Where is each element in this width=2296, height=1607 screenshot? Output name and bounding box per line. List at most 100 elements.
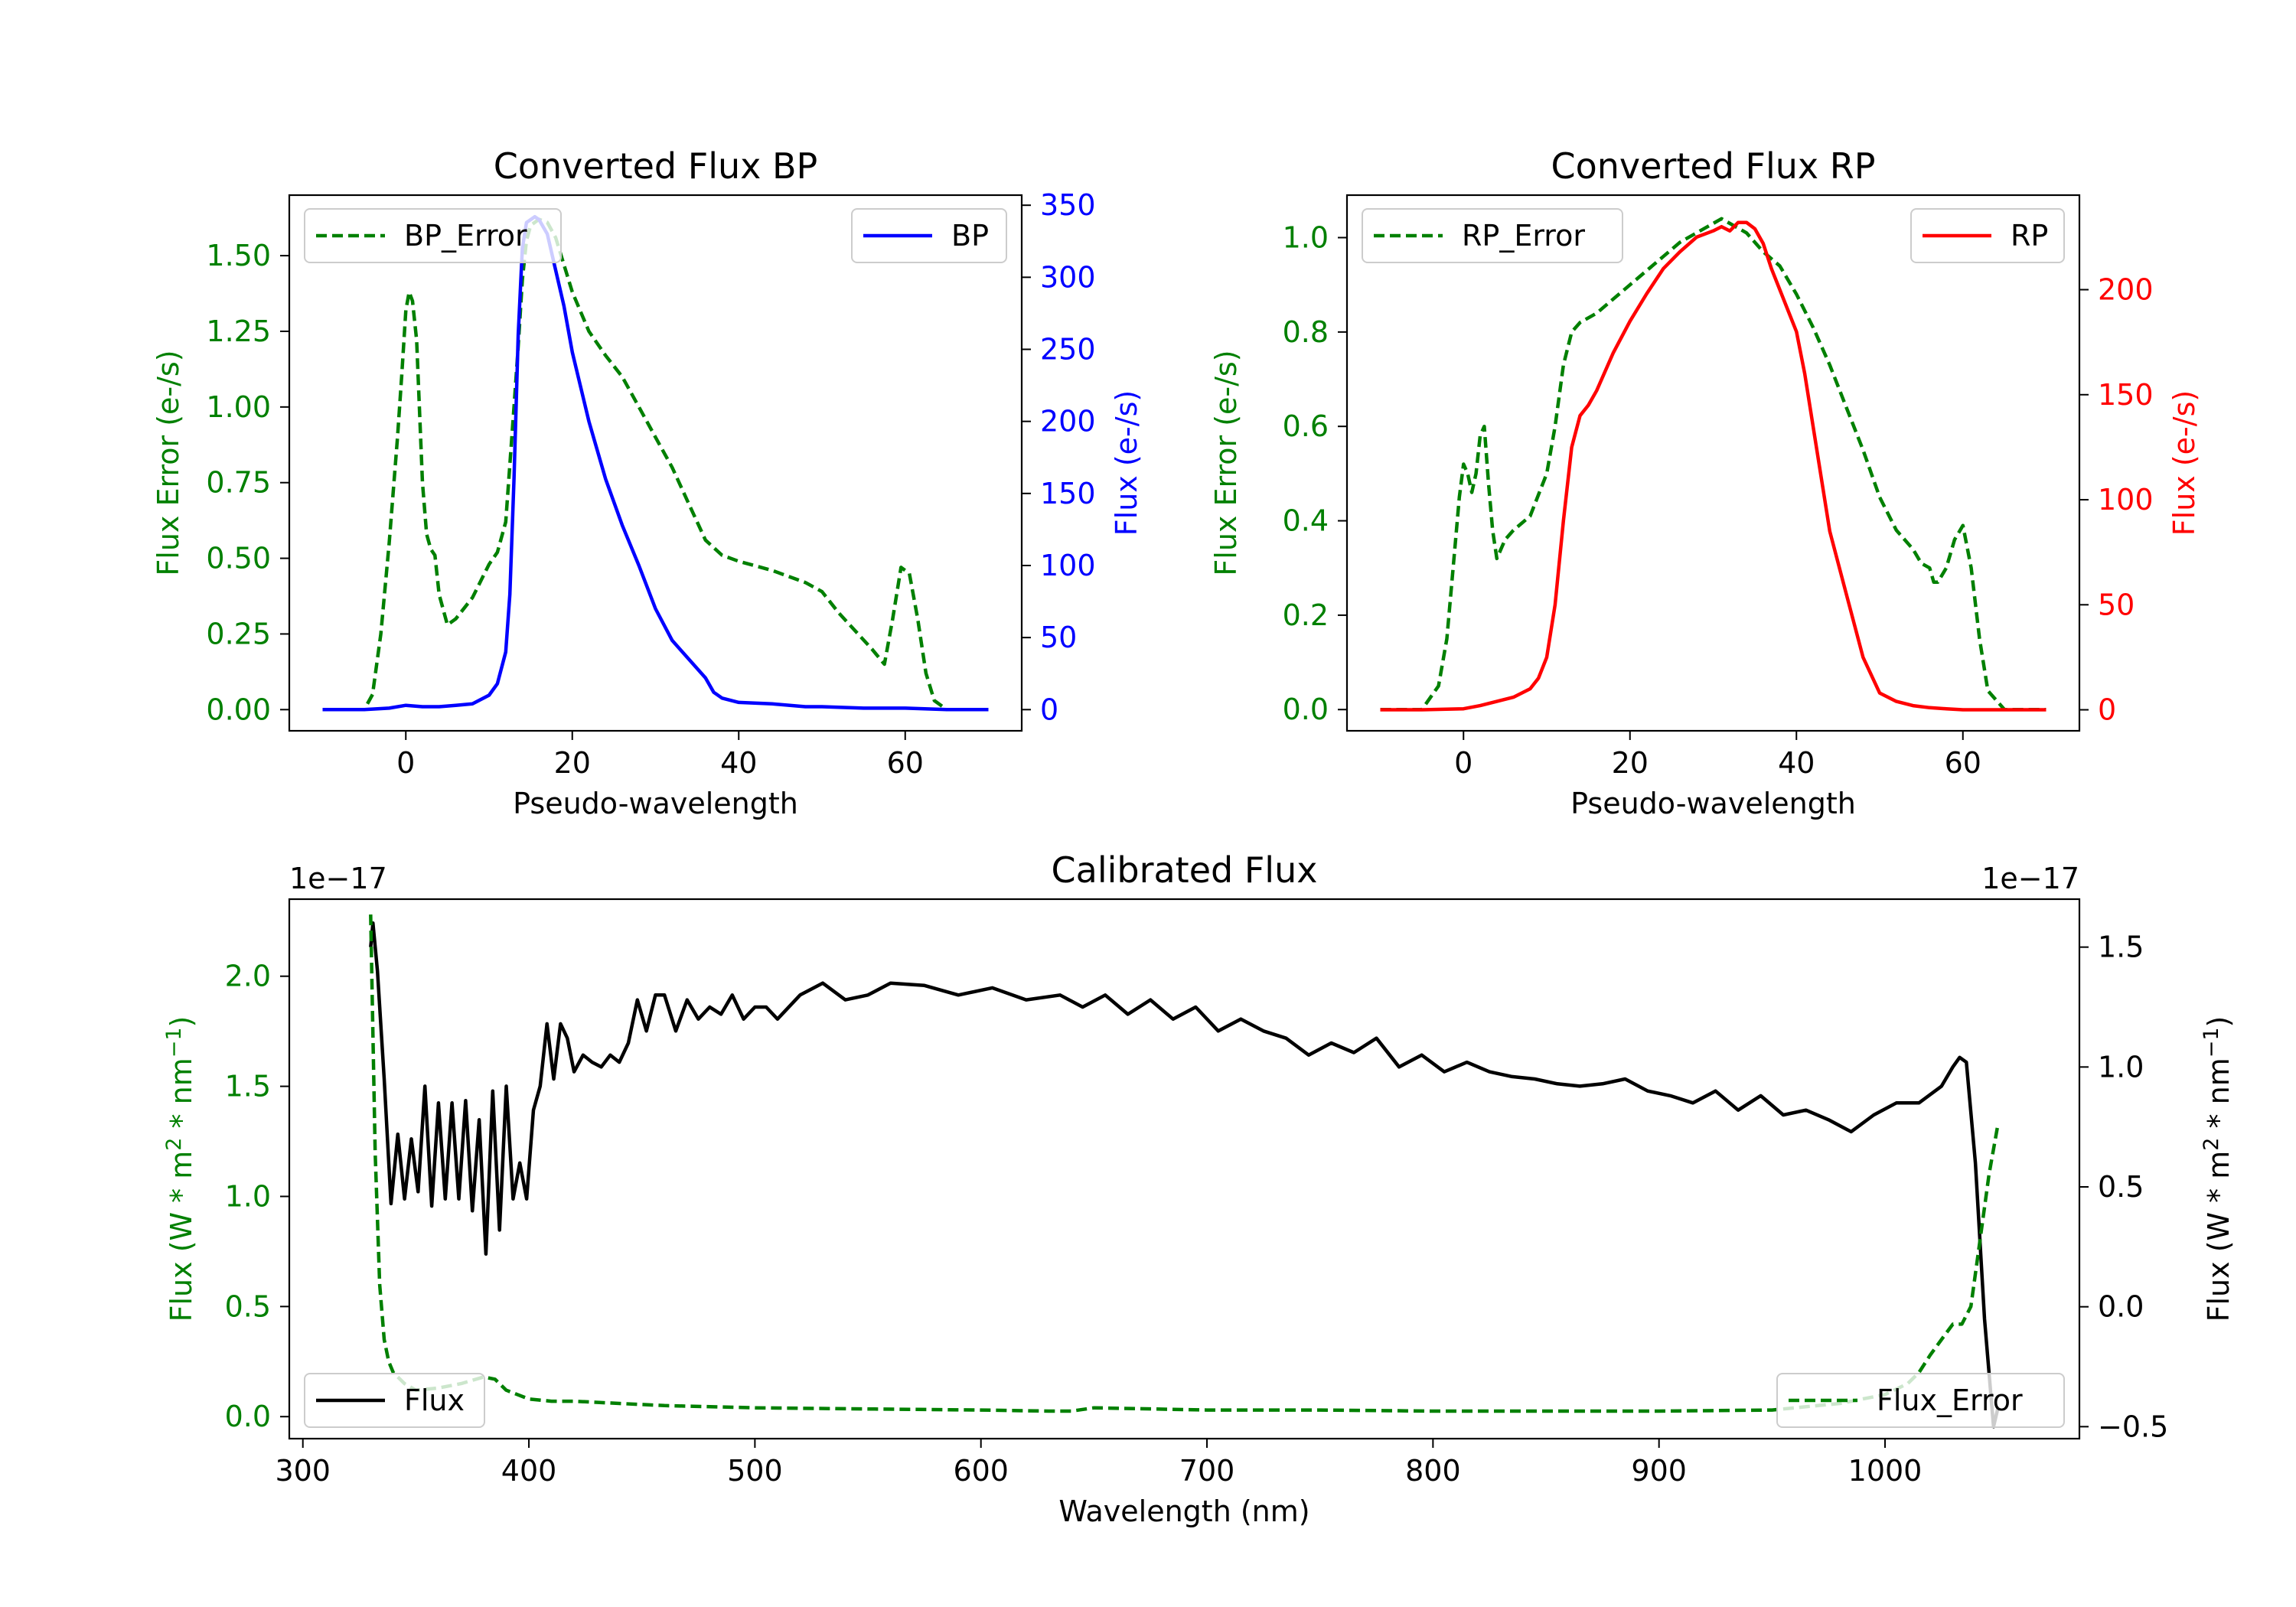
y-axis-label-right: Flux (e-/s) [2167, 390, 2201, 536]
y-left-tick-label: 0.5 [225, 1289, 271, 1323]
legend-label: Flux_Error [1877, 1384, 2023, 1417]
y-right-tick-label: 200 [2098, 273, 2154, 307]
x-tick-label: 900 [1631, 1454, 1687, 1488]
y-axis-label-unit: * nm [165, 1058, 198, 1137]
x-tick-label: 400 [501, 1454, 557, 1488]
legend-right: BP [851, 208, 1007, 263]
axes-frame [288, 194, 1023, 732]
y-axis-label-left: Flux Error (e-/s) [1209, 350, 1243, 575]
y-left-tick-label: 0.6 [1283, 409, 1329, 443]
y-axis-label-unit: 2 [2200, 1138, 2223, 1151]
y-axis-label-unit: ) [2202, 1016, 2236, 1028]
y-right-tick-label: −0.5 [2098, 1410, 2168, 1443]
legend-box [304, 208, 562, 263]
y-right-tick-label: 0.0 [2098, 1290, 2144, 1324]
y-axis-label-text: Flux (e-/s) [1110, 390, 1143, 536]
series-line-flux [369, 921, 2000, 1429]
y-left-tick-label: 1.00 [206, 390, 271, 424]
y-right-tick-label: 150 [2098, 378, 2154, 412]
x-tick-label: 600 [953, 1454, 1009, 1488]
x-tick-label: 20 [554, 746, 591, 780]
axes-frame [288, 898, 2081, 1440]
y-axis-label-text: Flux (W * m [2202, 1151, 2236, 1322]
x-tick-label: 20 [1612, 746, 1649, 780]
y-axis-label-left: Flux Error (e-/s) [152, 350, 185, 575]
x-tick-label: 700 [1179, 1454, 1235, 1488]
legend-label: RP [2011, 219, 2048, 253]
x-tick-label: 40 [1778, 746, 1815, 780]
y-right-tick-label: 300 [1040, 260, 1096, 294]
y-left-tick-label: 1.0 [1283, 221, 1329, 255]
axes-frame [1345, 194, 2081, 732]
legend-box [304, 1373, 485, 1428]
chart-title: Converted Flux BP [494, 145, 818, 187]
y-left-tick-label: 0.4 [1283, 504, 1329, 538]
x-axis-label: Wavelength (nm) [1058, 1495, 1309, 1528]
y-left-tick-label: 2.0 [225, 960, 271, 993]
y-left-tick-label: 1.25 [206, 315, 271, 348]
y-left-tick-label: 0.8 [1283, 315, 1329, 349]
x-axis-label: Pseudo-wavelength [513, 787, 798, 820]
chart-title: Calibrated Flux [1052, 849, 1318, 891]
y-axis-label-unit: −1 [162, 1027, 186, 1058]
legend-box [1362, 208, 1623, 263]
chart-panel-2: 0 20 40 60 0.0 0.2 0.4 0.6 0.8 1.0 0 50 100 150 200 Con… [1209, 145, 2201, 820]
y-left-tick-label: 0.0 [225, 1400, 271, 1433]
y-right-offset-text: 1e−17 [1981, 862, 2079, 895]
legend-box [1776, 1373, 2065, 1428]
x-tick-label: 500 [727, 1454, 783, 1488]
chart-panel-1: 0 20 40 60 0.00 0.25 0.50 0.75 1.00 1.25 1.50 0 50 10… [152, 145, 1143, 820]
x-tick-label: 0 [396, 746, 415, 780]
y-axis-label-text: Flux Error (e-/s) [1209, 350, 1243, 575]
x-tick-label: 1000 [1848, 1454, 1923, 1488]
legend-left: BP_Error [304, 208, 562, 263]
legend-label: Flux [404, 1384, 465, 1417]
y-axis-label-unit: −1 [2200, 1027, 2223, 1058]
x-axis-label: Pseudo-wavelength [1570, 787, 1856, 820]
y-axis-label-text: Flux Error (e-/s) [152, 350, 185, 575]
y-left-tick-label: 0.00 [206, 693, 271, 726]
chart-title: Converted Flux RP [1551, 145, 1876, 187]
x-tick-label: 300 [275, 1454, 331, 1488]
y-right-tick-label: 100 [1040, 549, 1096, 582]
legend-label: RP_Error [1462, 219, 1585, 253]
legend-right: Flux_Error [1776, 1373, 2065, 1428]
x-tick-label: 0 [1454, 746, 1473, 780]
y-axis-label-text: Flux (W * m [165, 1151, 198, 1322]
y-axis-label-text: Flux (e-/s) [2167, 390, 2201, 536]
y-right-tick-label: 50 [1040, 621, 1077, 654]
x-tick-label: 800 [1405, 1454, 1461, 1488]
x-tick-label: 60 [1945, 746, 1981, 780]
y-left-tick-label: 0.2 [1283, 598, 1329, 632]
y-right-tick-label: 150 [1040, 477, 1096, 510]
legend-right: RP [1910, 208, 2065, 263]
y-axis-label-right: Flux (e-/s) [1110, 390, 1143, 536]
y-left-tick-label: 0.25 [206, 617, 271, 650]
y-right-tick-label: 0 [1040, 693, 1058, 726]
y-axis-label-unit: * nm [2202, 1058, 2236, 1137]
y-right-tick-label: 200 [1040, 405, 1096, 438]
y-left-tick-label: 0.50 [206, 542, 271, 575]
x-tick-label: 60 [887, 746, 924, 780]
series-line-bp [322, 214, 989, 712]
series-line-rp [1380, 220, 2047, 712]
series-line-flux-error [369, 914, 2000, 1413]
y-right-tick-label: 250 [1040, 333, 1096, 367]
legend-label: BP [951, 219, 989, 253]
y-axis-label-right: Flux (W * m2 * nm−1) [2200, 1016, 2236, 1322]
y-right-tick-label: 0.5 [2098, 1170, 2144, 1204]
y-axis-label-unit: ) [165, 1016, 198, 1028]
chart-panel-3: 300 400 500 600 700 800 900 1000 0.0 0.5 1.0 1.5 2.0… [162, 849, 2236, 1528]
y-left-tick-label: 0.75 [206, 466, 271, 500]
series-line-bp-error [322, 217, 989, 712]
y-left-tick-label: 1.50 [206, 239, 271, 272]
y-right-tick-label: 350 [1040, 188, 1096, 222]
y-left-tick-label: 0.0 [1283, 693, 1329, 726]
y-axis-label-left: Flux (W * m2 * nm−1) [162, 1016, 198, 1322]
legend-left: Flux [304, 1373, 485, 1428]
y-left-tick-label: 1.5 [225, 1070, 271, 1103]
y-axis-label-unit: 2 [162, 1138, 186, 1151]
y-right-tick-label: 0 [2098, 693, 2116, 727]
x-tick-label: 40 [720, 746, 757, 780]
